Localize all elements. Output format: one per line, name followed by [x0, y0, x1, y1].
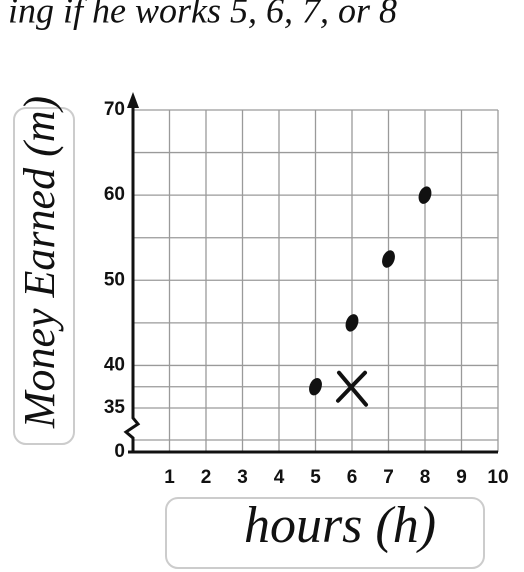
y-tick-label: 0	[114, 441, 125, 462]
x-tick-label: 1	[164, 467, 175, 488]
x-tick-label: 8	[420, 467, 431, 488]
x-tick-label: 6	[347, 467, 358, 488]
data-point	[307, 376, 324, 397]
x-tick-label: 3	[237, 467, 248, 488]
data-point	[380, 248, 397, 269]
data-point	[343, 312, 360, 333]
chart: ing if he works 5, 6, 7, or 8 Money Earn…	[0, 0, 524, 572]
x-tick-label: 10	[487, 467, 508, 488]
y-tick-label: 40	[104, 354, 125, 375]
question-text: ing if he works 5, 6, 7, or 8	[8, 0, 397, 30]
data-point	[416, 185, 433, 206]
y-tick-label: 60	[104, 184, 125, 205]
y-tick-label: 50	[104, 269, 125, 290]
x-tick-label: 5	[310, 467, 321, 488]
x-tick-label: 9	[456, 467, 467, 488]
y-axis-label: Money Earned (m)	[15, 96, 64, 429]
y-tick-label: 70	[104, 99, 125, 120]
x-axis-label: hours (h)	[244, 497, 436, 554]
y-axis-arrow	[127, 92, 139, 108]
x-tick-label: 4	[274, 467, 285, 488]
y-axis	[126, 98, 138, 452]
y-tick-label: 35	[104, 397, 126, 418]
x-tick-label: 7	[383, 467, 394, 488]
x-tick-label: 2	[201, 467, 212, 488]
